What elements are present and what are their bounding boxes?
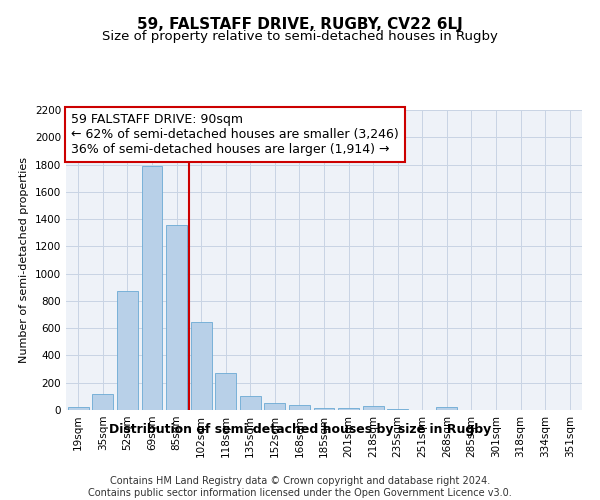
Bar (338, 408, 359, 410)
Bar (215, 373, 236, 410)
Bar (68, 408, 89, 410)
Bar (142, 166, 163, 410)
Text: 59 FALSTAFF DRIVE: 90sqm
← 62% of semi-detached houses are smaller (3,246)
36% o: 59 FALSTAFF DRIVE: 90sqm ← 62% of semi-d… (71, 113, 399, 156)
Bar (240, 396, 261, 410)
Text: Contains HM Land Registry data © Crown copyright and database right 2024.
Contai: Contains HM Land Registry data © Crown c… (88, 476, 512, 498)
Bar (191, 322, 212, 410)
Text: 59, FALSTAFF DRIVE, RUGBY, CV22 6LJ: 59, FALSTAFF DRIVE, RUGBY, CV22 6LJ (137, 18, 463, 32)
Bar (289, 405, 310, 410)
Bar (92, 394, 113, 410)
Y-axis label: Number of semi-detached properties: Number of semi-detached properties (19, 157, 29, 363)
Bar (265, 403, 286, 410)
Bar (117, 292, 138, 410)
Text: Distribution of semi-detached houses by size in Rugby: Distribution of semi-detached houses by … (109, 422, 491, 436)
Bar (362, 406, 383, 410)
Bar (436, 408, 457, 410)
Bar (166, 224, 187, 410)
Bar (314, 408, 334, 410)
Text: Size of property relative to semi-detached houses in Rugby: Size of property relative to semi-detach… (102, 30, 498, 43)
